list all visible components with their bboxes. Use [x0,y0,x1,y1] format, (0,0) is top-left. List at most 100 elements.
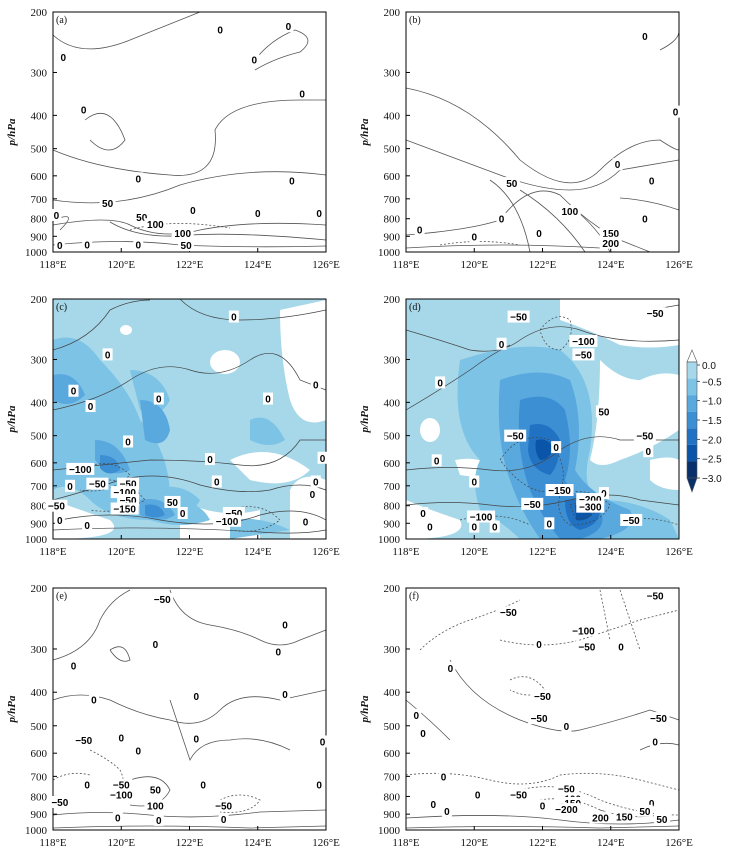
contour-label: 0 [536,229,542,240]
contour-label-bg [102,348,113,361]
y-tick-label: 800 [31,791,48,803]
y-tick-label: 400 [31,110,48,122]
contour-label: −150 [548,486,571,497]
contour-label: 0 [536,640,542,651]
contour-label-bg [496,212,507,225]
contour-label-bg [280,688,291,701]
contour-label: 100 [174,229,191,240]
contour-label: 0 [310,490,316,501]
contour-label-bg [72,734,95,747]
contour-label: 200 [602,239,619,250]
contour-label-bg [82,518,93,531]
contour-label-bg [164,495,181,508]
contour-label-bg [472,788,483,801]
contour-label: 0 [105,350,111,361]
x-tick-label: 126°E [665,259,693,271]
contour-label-bg [496,337,507,350]
x-tick-label: 118°E [392,837,419,849]
contour-label: −100 [470,513,493,524]
contour-label: −100 [69,465,92,476]
y-tick-label: 400 [31,397,48,409]
colorbar-tick-label: −1.5 [702,416,722,427]
contour-label: −50 [510,313,527,324]
x-tick-label: 126°E [312,259,340,271]
contour-label: 0 [649,799,655,810]
panel-d-tag: (d) [409,302,421,313]
contour-label-bg [297,87,308,100]
contour-label: 0 [320,737,326,748]
contour-label-bg [504,429,527,442]
contour-label-bg [88,693,99,706]
contour-label-bg [561,719,572,732]
contour-label-bg [576,500,605,513]
contour-label-bg [636,804,653,817]
contour-label-bg [431,454,442,467]
x-tick-label: 126°E [312,546,340,558]
contour-label-bg [45,499,68,512]
contour-label: 50 [167,498,179,509]
contour-label-bg [643,445,654,458]
contour-label-bg [615,640,626,653]
y-tick-label: 400 [31,687,48,699]
contour-label: 0 [471,523,477,534]
colorbar-tick-label: −2.0 [702,435,722,446]
y-tick-label: 900 [31,231,48,243]
y-axis-label: p/hPa [359,405,371,433]
x-tick-label: 118°E [392,546,419,558]
contour-label: −50 [75,736,92,747]
contour-label: 0 [60,53,66,64]
y-tick-label: 300 [31,354,48,366]
contour-label: −50 [534,692,551,703]
contour-label-bg [85,400,96,413]
contour-label: 0 [136,747,142,758]
contour-label-bg [507,310,530,323]
y-tick-label: 800 [384,214,401,226]
colorbar-tick-label: −3.0 [702,474,722,485]
y-tick-label: 900 [31,518,48,530]
contour-label: 0 [547,519,553,530]
x-tick-label: 126°E [665,546,693,558]
contour-label: 0 [136,174,142,185]
contour-label-bg [191,732,202,745]
contour-label: 0 [190,206,196,217]
contour-label-bg [411,708,422,721]
x-tick-label: 120°E [107,546,135,558]
contour-label: 0 [194,692,200,703]
contour-label: 0 [320,454,326,465]
panel-b: (b) [405,11,680,253]
contour-label: 50 [506,179,518,190]
contour-label: 0 [431,800,437,811]
panel-c-shading [53,299,326,539]
contour-label-bg [144,218,167,231]
contour-label: 0 [207,455,213,466]
contour-label-bg [82,238,93,251]
colorbar-tick-label: −1.0 [702,397,722,408]
contour-label-bg [66,462,95,475]
contour-label: −100 [110,791,133,802]
contour-label: 0 [540,802,546,813]
contour-label: 0 [441,772,447,783]
contour-label: 0 [81,106,87,117]
contour-label-bg [507,788,530,801]
contour-label-bg [503,177,520,190]
y-tick-label: 1000 [378,247,401,259]
contour-label: 0 [84,240,90,251]
contour-label-bg [133,172,144,185]
contour-label: −200 [579,495,602,506]
contour-label-bg [171,226,194,239]
colorbar-segment [687,411,697,429]
contour-label-bg [418,727,429,740]
y-tick-label: 500 [31,144,48,156]
contour-label-bg [537,799,548,812]
contour-label: 150 [616,813,633,824]
contour-label: −50 [647,309,664,320]
y-tick-label: 600 [384,171,401,183]
y-tick-label: 1000 [25,825,48,837]
contour-label: −300 [579,503,602,514]
contour-label-bg [528,712,551,725]
contour-label-bg [112,811,123,824]
contour-label-bg [521,497,544,510]
contour-label-bg [551,441,562,454]
contour-label: 0 [286,22,292,33]
contour-label: 0 [299,89,305,100]
